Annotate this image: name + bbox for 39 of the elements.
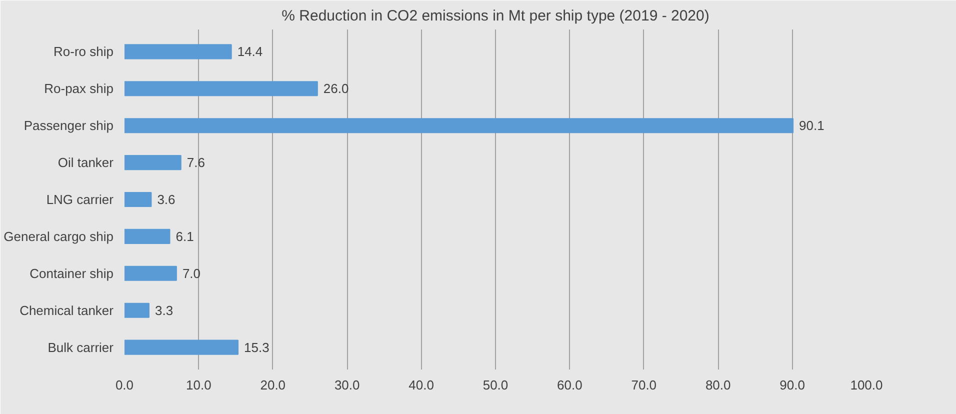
bar (124, 302, 150, 318)
x-tick-label: 70.0 (631, 378, 657, 392)
x-tick-label: 50.0 (482, 378, 508, 392)
x-tick-label: 30.0 (334, 378, 360, 392)
data-label: 14.4 (237, 44, 263, 60)
bar (124, 81, 318, 96)
x-tick-label: 100.0 (850, 378, 883, 392)
x-tick-label: 0.0 (115, 378, 134, 392)
y-tick-label: Passenger ship (24, 118, 114, 134)
data-label: 90.1 (799, 118, 824, 134)
chart-title: % Reduction in CO2 emissions in Mt per ship type (2019 - 2020) (282, 8, 710, 24)
data-label: 15.3 (244, 340, 270, 355)
bar (124, 192, 152, 208)
y-tick-label: Container ship (30, 266, 114, 281)
bar (124, 118, 794, 134)
bar (124, 155, 182, 170)
data-label: 3.6 (157, 192, 176, 207)
data-label: 26.0 (323, 81, 349, 96)
x-tick-label: 40.0 (408, 378, 434, 392)
bar (124, 44, 232, 60)
y-tick-label: General cargo ship (4, 228, 114, 244)
x-tick-label: 20.0 (260, 378, 286, 392)
y-tick-label: Chemical tanker (20, 302, 114, 318)
y-tick-label: LNG carrier (46, 192, 114, 207)
data-label: 7.6 (186, 155, 205, 170)
bar (124, 266, 177, 281)
x-tick-label: 60.0 (557, 378, 582, 392)
data-label: 7.0 (182, 266, 201, 281)
y-tick-label: Bulk carrier (48, 340, 114, 355)
bar (124, 228, 170, 244)
bar (124, 340, 239, 355)
y-tick-label: Ro-ro ship (54, 44, 114, 60)
y-tick-label: Oil tanker (58, 155, 114, 170)
x-tick-label: 90.0 (780, 378, 805, 392)
data-label: 6.1 (176, 228, 194, 244)
data-label: 3.3 (154, 302, 174, 318)
y-tick-label: Ro-pax ship (44, 81, 114, 96)
x-tick-label: 80.0 (705, 378, 731, 392)
x-tick-label: 10.0 (186, 378, 212, 392)
